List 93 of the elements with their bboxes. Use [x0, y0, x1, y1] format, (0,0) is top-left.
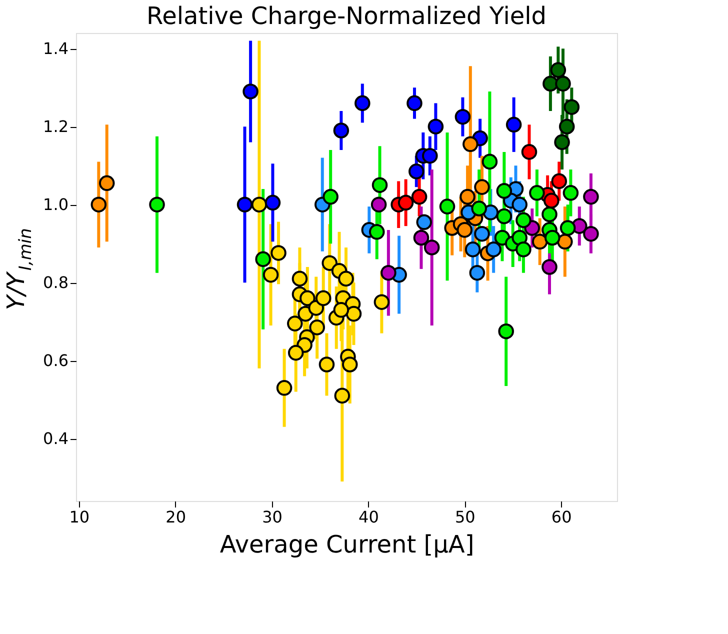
point [276, 380, 292, 396]
point [255, 251, 271, 268]
point [264, 194, 281, 211]
point [462, 136, 478, 152]
point [521, 144, 538, 160]
point [496, 183, 512, 199]
point [474, 226, 490, 242]
point [98, 175, 115, 192]
point [287, 316, 303, 332]
point [583, 188, 599, 205]
point [270, 245, 286, 261]
point [551, 173, 568, 190]
point [560, 220, 576, 236]
point [544, 192, 560, 209]
x-tick-label: 20 [166, 508, 186, 526]
point [454, 108, 471, 125]
point [338, 270, 354, 287]
point [374, 294, 390, 310]
x-tick-label: 30 [262, 508, 282, 526]
y-tick-label: 1.0 [43, 195, 68, 214]
y-tick-label: 0.4 [43, 429, 68, 448]
point [482, 154, 498, 170]
point [413, 230, 430, 246]
point [370, 196, 387, 212]
y-axis-title: Y/YI,min [2, 228, 36, 310]
point [564, 99, 580, 115]
point [464, 242, 481, 258]
point [90, 196, 107, 212]
point [506, 116, 522, 133]
point [315, 290, 332, 306]
point [554, 134, 570, 150]
point [411, 188, 428, 205]
point [422, 148, 438, 164]
x-tick-label: 60 [551, 508, 572, 526]
point [439, 198, 456, 214]
point [333, 302, 350, 318]
y-tick-label: 0.6 [43, 351, 68, 370]
point [471, 200, 487, 216]
y-tick-label: 1.2 [43, 117, 68, 136]
point [542, 259, 558, 275]
point [583, 226, 599, 242]
point [242, 84, 258, 100]
point [309, 320, 325, 336]
point [529, 185, 545, 201]
point [334, 388, 350, 404]
point [516, 242, 532, 258]
point [380, 264, 396, 281]
point [460, 188, 476, 205]
point [555, 76, 571, 92]
point [542, 76, 558, 92]
point [550, 62, 566, 78]
point [333, 122, 350, 138]
point [532, 234, 548, 250]
y-tick-label: 1.4 [43, 39, 68, 58]
point [251, 196, 268, 212]
x-tick-label: 40 [358, 508, 379, 526]
point [512, 196, 528, 212]
point [496, 208, 512, 224]
point [428, 118, 444, 134]
point [416, 214, 432, 230]
point [346, 306, 362, 322]
point [322, 255, 338, 271]
point [469, 264, 486, 281]
point [558, 118, 575, 134]
x-axis-title: Average Current [μA] [220, 530, 474, 558]
point [318, 356, 335, 372]
point [322, 188, 338, 205]
x-tick-label: 50 [454, 508, 476, 526]
point [474, 179, 490, 195]
point [342, 356, 358, 372]
point [486, 242, 502, 258]
point [368, 224, 385, 240]
point [424, 240, 440, 256]
point [544, 230, 560, 246]
point [456, 222, 473, 238]
point [262, 266, 279, 283]
point [406, 95, 422, 112]
point [236, 196, 253, 212]
point [149, 196, 165, 212]
point [372, 177, 388, 193]
y-tick-label: 0.8 [43, 273, 68, 292]
point [562, 185, 579, 201]
point [408, 164, 424, 180]
x-tick-label: 10 [69, 508, 90, 526]
point [398, 194, 414, 211]
chart-title: Relative Charge-Normalized Yield [146, 2, 547, 30]
point [354, 95, 370, 112]
point [292, 270, 308, 287]
point [542, 206, 558, 222]
point [288, 344, 304, 361]
point [516, 212, 532, 228]
point [300, 290, 316, 306]
point [498, 323, 514, 340]
